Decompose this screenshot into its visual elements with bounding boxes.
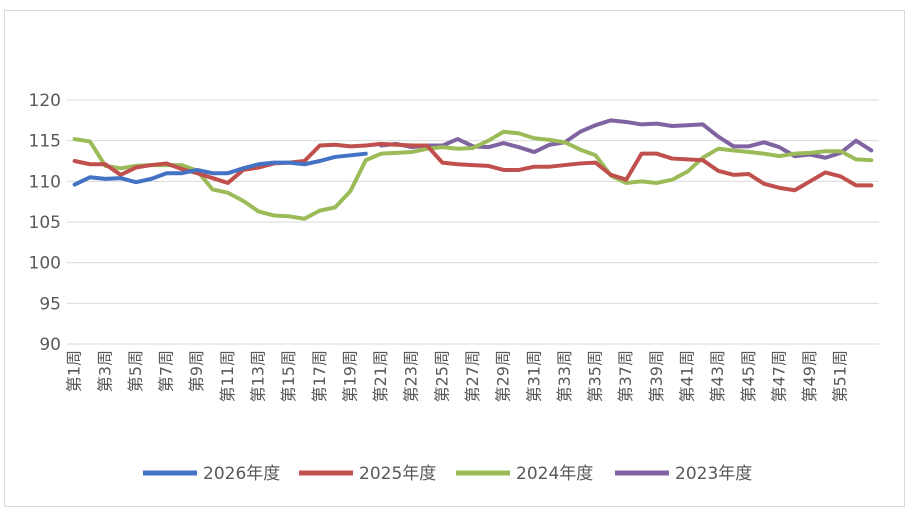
y-tick-label: 120: [29, 91, 61, 111]
x-tick-label: 第21周: [371, 350, 390, 402]
x-tick-label: 第17周: [310, 350, 329, 402]
y-axis-ticks: 90 95 100 105 110 115 120: [29, 91, 61, 355]
chart-frame: 90 95 100 105 110 115 120 第1周 第3周 第5周 第7周 第9周 第11周第…: [4, 10, 905, 507]
x-tick-label: 第45周: [739, 350, 758, 402]
legend-label: 2025年度: [359, 464, 436, 484]
x-tick-label: 第47周: [769, 350, 788, 402]
x-tick-label: 第33周: [555, 350, 574, 402]
y-tick-label: 105: [29, 213, 61, 233]
y-tick-label: 90: [39, 335, 61, 355]
x-tick-label: 第25周: [432, 350, 451, 402]
x-tick-label: 第29周: [494, 350, 513, 402]
x-tick-label: 第43周: [708, 350, 727, 402]
x-tick-label: 第37周: [616, 350, 635, 402]
x-tick-label: 第3周: [95, 350, 114, 392]
line-chart: 9095100105110115120 第1周 第3周 第5周 第7周 第9周 第11周第…: [29, 91, 879, 484]
x-axis-ticks: 第1周 第3周 第5周 第7周 第9周 第11周 第13周 第15周 第17周 第19周 第21周第…: [65, 350, 850, 402]
y-tick-label: 115: [29, 132, 61, 152]
x-tick-label: 第23周: [402, 350, 421, 402]
x-tick-label: 第35周: [586, 350, 605, 402]
legend-label: 2024年度: [516, 464, 593, 484]
x-tick-label: 第31周: [524, 350, 543, 402]
x-tick-label: 第51周: [831, 350, 850, 402]
legend-label: 2026年度: [203, 464, 280, 484]
legend: 2026年度 2025年度 2024年度 2023年度: [143, 464, 752, 484]
x-tick-label: 第11周: [218, 350, 237, 402]
series-line: [72, 151, 368, 187]
x-tick-label: 第39周: [647, 350, 666, 402]
y-tick-label: 110: [29, 172, 61, 192]
series-lines: [72, 118, 874, 221]
x-tick-label: 第49周: [800, 350, 819, 402]
x-tick-label: 第1周: [65, 350, 84, 392]
x-tick-label: 第19周: [340, 350, 359, 402]
x-tick-label: 第5周: [126, 350, 145, 392]
series-line: [72, 129, 874, 221]
x-tick-label: 第7周: [157, 350, 176, 392]
x-tick-label: 第9周: [187, 350, 206, 392]
legend-label: 2023年度: [675, 464, 752, 484]
x-tick-label: 第27周: [463, 350, 482, 402]
series-line: [72, 141, 874, 193]
x-tick-label: 第15周: [279, 350, 298, 402]
y-tick-label: 100: [29, 254, 61, 274]
y-tick-label: 95: [39, 294, 61, 314]
x-tick-label: 第13周: [249, 350, 268, 402]
gridlines: [67, 99, 879, 304]
x-tick-label: 第41周: [677, 350, 696, 402]
